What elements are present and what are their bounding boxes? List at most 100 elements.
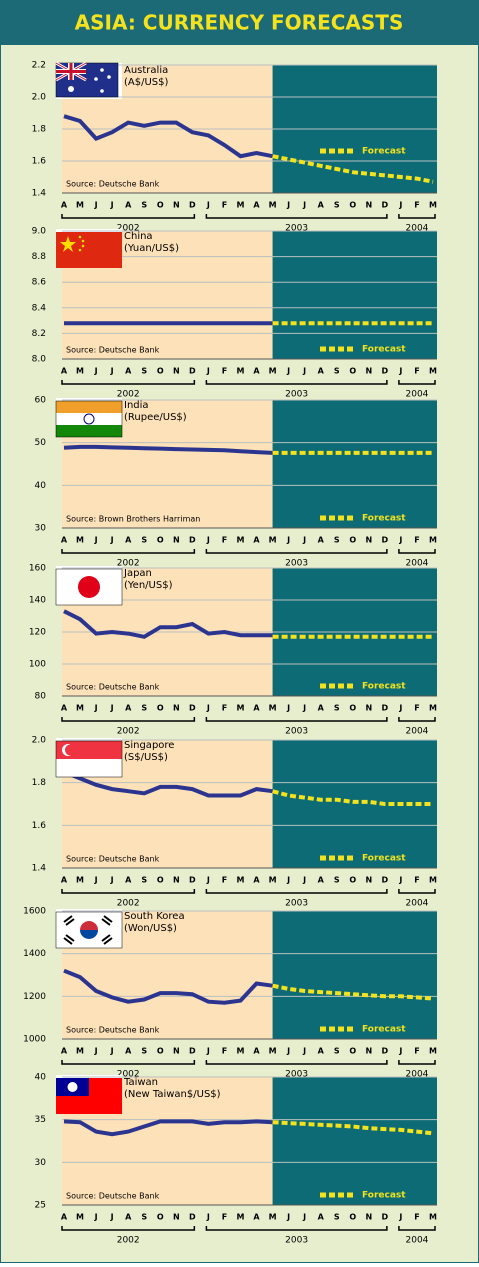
year-label: 2002 bbox=[117, 390, 140, 400]
x-tick-label: A bbox=[253, 367, 260, 376]
x-tick-label: A bbox=[318, 367, 325, 376]
year-label: 2002 bbox=[117, 224, 140, 234]
chart-subtitle: (Won/US$) bbox=[124, 923, 177, 934]
year-bracket bbox=[61, 214, 196, 219]
x-tick-label: D bbox=[382, 1213, 389, 1222]
chart-title: Taiwan bbox=[123, 1077, 158, 1088]
chart-title: South Korea bbox=[124, 911, 185, 922]
y-tick-label: 60 bbox=[35, 396, 47, 406]
year-bracket bbox=[398, 549, 436, 554]
x-tick-label: M bbox=[429, 876, 437, 885]
history-line bbox=[63, 968, 273, 1005]
x-tick-label: J bbox=[286, 704, 290, 713]
year-label: 2003 bbox=[285, 1236, 308, 1246]
x-tick-label: J bbox=[110, 1213, 114, 1222]
history-line bbox=[63, 609, 273, 639]
x-tick-label: J bbox=[398, 1213, 402, 1222]
x-tick-label: O bbox=[157, 201, 164, 210]
history-line bbox=[63, 444, 273, 455]
x-tick-label: O bbox=[157, 1213, 164, 1222]
x-tick-label: A bbox=[61, 201, 68, 210]
x-tick-label: A bbox=[125, 876, 132, 885]
x-tick-label: F bbox=[222, 201, 227, 210]
chart-title: India bbox=[124, 400, 149, 411]
x-tick-label: M bbox=[76, 876, 84, 885]
x-tick-label: D bbox=[189, 1213, 196, 1222]
forecast-line bbox=[272, 154, 434, 184]
chart-title: Japan bbox=[123, 568, 152, 579]
x-tick-label: J bbox=[206, 1047, 210, 1056]
x-tick-label: N bbox=[365, 367, 372, 376]
x-tick-label: O bbox=[349, 367, 356, 376]
y-tick-label: 35 bbox=[35, 1115, 46, 1125]
x-tick-label: A bbox=[253, 1047, 260, 1056]
x-tick-label: A bbox=[125, 367, 132, 376]
forecast-area bbox=[272, 231, 437, 359]
history-line bbox=[63, 1119, 273, 1137]
y-tick-label: 50 bbox=[35, 438, 47, 448]
year-label: 2004 bbox=[406, 224, 429, 234]
x-tick-label: N bbox=[173, 704, 180, 713]
x-tick-label: M bbox=[429, 201, 437, 210]
x-tick-label: D bbox=[382, 876, 389, 885]
year-label: 2003 bbox=[285, 727, 308, 737]
y-tick-label: 140 bbox=[29, 596, 46, 606]
x-tick-label: A bbox=[61, 536, 68, 545]
x-tick-label: D bbox=[382, 704, 389, 713]
x-tick-label: N bbox=[365, 704, 372, 713]
x-tick-label: J bbox=[206, 201, 210, 210]
x-tick-label: F bbox=[414, 876, 419, 885]
y-tick-label: 8.2 bbox=[32, 329, 46, 339]
y-tick-label: 2.2 bbox=[32, 61, 46, 71]
x-tick-label: J bbox=[110, 1047, 114, 1056]
x-tick-label: F bbox=[222, 367, 227, 376]
x-tick-label: F bbox=[414, 1047, 419, 1056]
x-tick-label: J bbox=[286, 367, 290, 376]
year-bracket bbox=[205, 1226, 388, 1231]
title-bar bbox=[0, 0, 479, 45]
year-label: 2004 bbox=[406, 390, 429, 400]
x-tick-label: A bbox=[125, 704, 132, 713]
x-tick-label: N bbox=[173, 876, 180, 885]
x-tick-label: J bbox=[302, 201, 306, 210]
x-tick-label: O bbox=[349, 536, 356, 545]
x-tick-label: A bbox=[61, 367, 68, 376]
y-tick-label: 100 bbox=[29, 660, 46, 670]
x-tick-label: J bbox=[398, 367, 402, 376]
x-tick-label: D bbox=[382, 367, 389, 376]
x-tick-label: M bbox=[76, 536, 84, 545]
x-tick-label: A bbox=[318, 201, 325, 210]
x-tick-label: N bbox=[365, 876, 372, 885]
y-tick-label: 2.0 bbox=[32, 93, 47, 103]
x-tick-label: D bbox=[189, 367, 196, 376]
chart-subtitle: (A$/US$) bbox=[124, 77, 169, 88]
y-tick-label: 1.6 bbox=[32, 821, 47, 831]
x-tick-label: J bbox=[398, 876, 402, 885]
year-bracket bbox=[61, 1226, 196, 1231]
flag-singapore bbox=[55, 740, 123, 778]
x-tick-label: J bbox=[286, 1047, 290, 1056]
x-tick-label: J bbox=[206, 876, 210, 885]
history-line bbox=[63, 770, 273, 798]
x-tick-label: M bbox=[269, 201, 277, 210]
x-tick-label: A bbox=[253, 201, 260, 210]
x-tick-label: F bbox=[222, 1213, 227, 1222]
forecast-area bbox=[272, 400, 437, 528]
y-tick-label: 120 bbox=[29, 628, 46, 638]
x-tick-label: F bbox=[414, 704, 419, 713]
flags bbox=[55, 61, 123, 1114]
x-tick-label: M bbox=[429, 536, 437, 545]
x-tick-label: M bbox=[269, 876, 277, 885]
x-tick-label: S bbox=[141, 1213, 147, 1222]
year-label: 2002 bbox=[117, 727, 140, 737]
y-tick-label: 1.6 bbox=[32, 157, 47, 167]
y-tick-label: 2.0 bbox=[32, 736, 47, 746]
x-tick-label: M bbox=[76, 367, 84, 376]
x-tick-label: M bbox=[269, 704, 277, 713]
x-tick-label: M bbox=[76, 1213, 84, 1222]
x-tick-label: M bbox=[236, 1047, 244, 1056]
x-tick-label: M bbox=[236, 704, 244, 713]
x-tick-label: O bbox=[349, 704, 356, 713]
forecast-area bbox=[272, 911, 437, 1039]
y-tick-label: 1600 bbox=[23, 907, 46, 917]
